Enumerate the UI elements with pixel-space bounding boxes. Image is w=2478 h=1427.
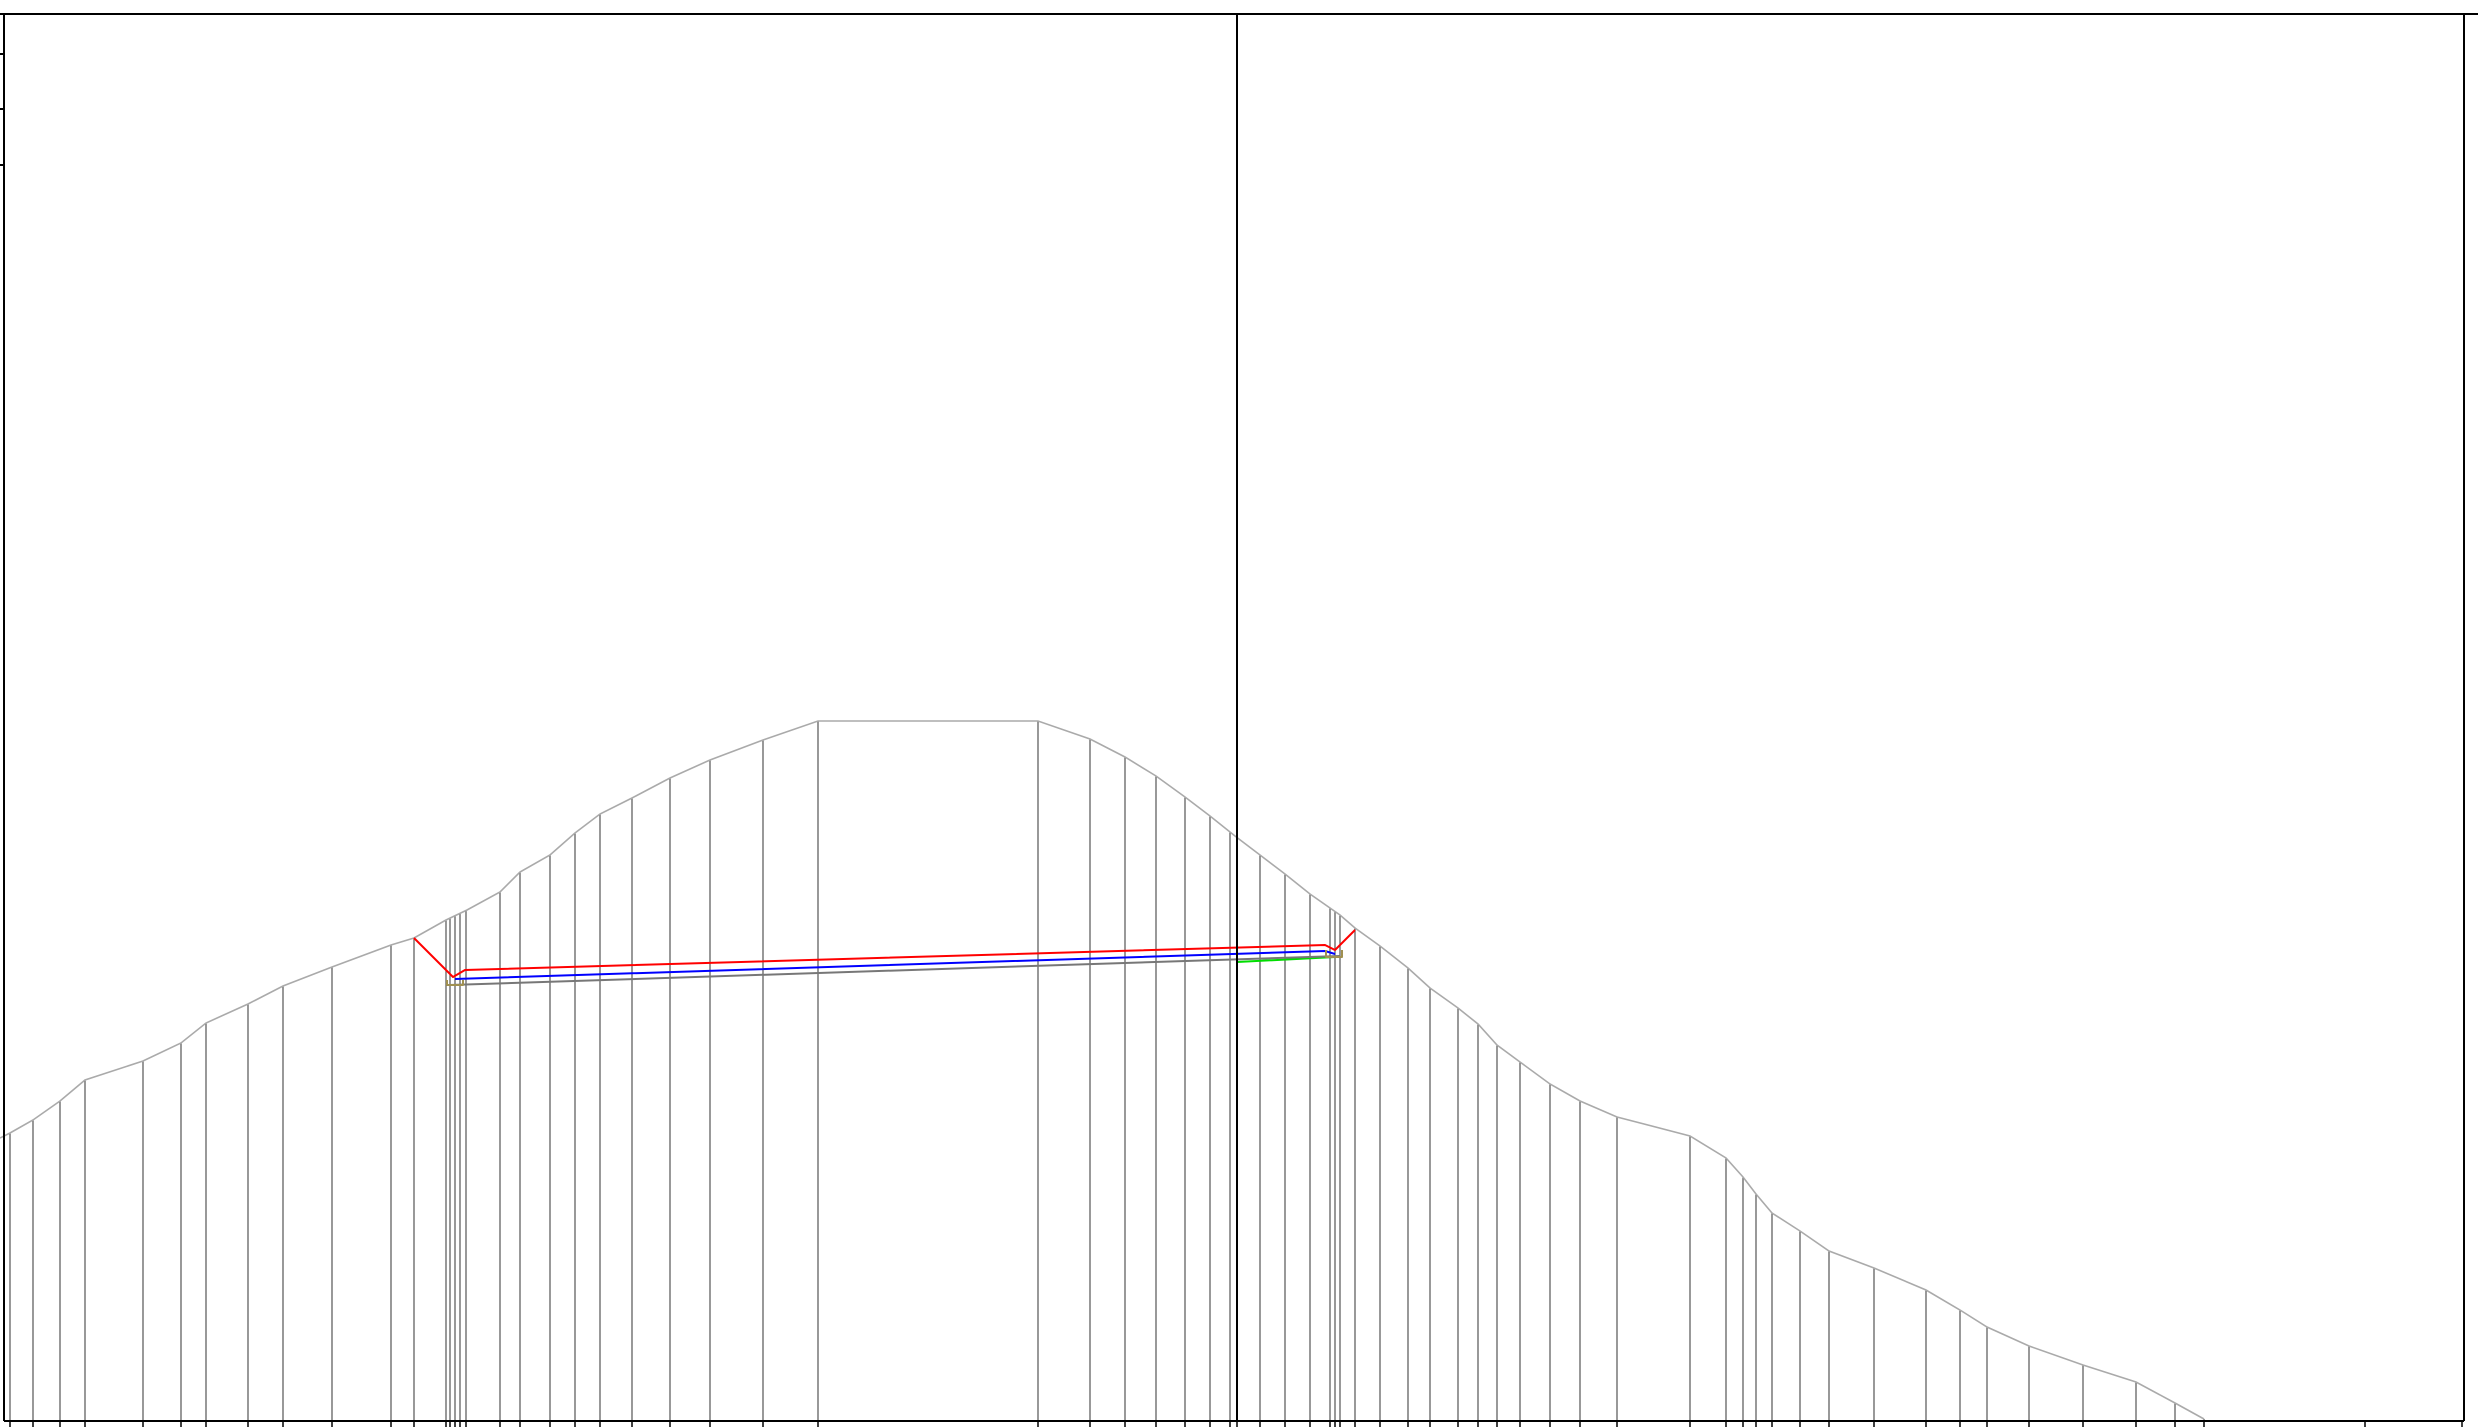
frame-layer — [0, 13, 2478, 1422]
design-line-blue — [454, 950, 1336, 980]
station-lines — [9, 721, 2463, 1427]
terrain-profile — [0, 720, 2205, 1420]
design-line-green — [1236, 956, 1336, 963]
terrain-layer — [0, 720, 2205, 1420]
design-line-olive — [446, 980, 464, 986]
design-line-olive-right — [1325, 950, 1343, 958]
design-line-gray — [449, 955, 1341, 986]
design-line-red — [413, 929, 1356, 978]
design-lines — [413, 929, 1356, 986]
